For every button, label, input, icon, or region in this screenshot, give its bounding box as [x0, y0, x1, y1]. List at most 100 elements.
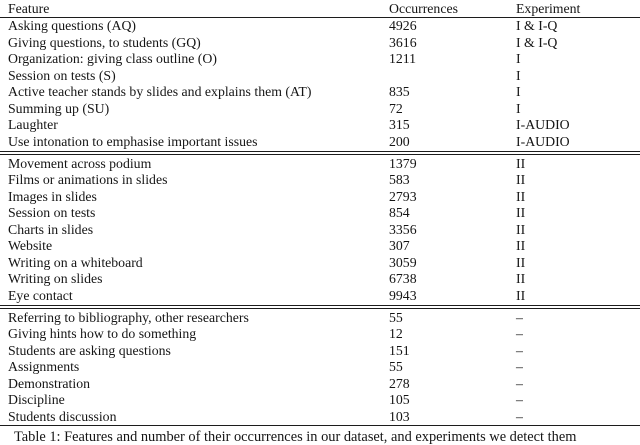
table-row: Charts in slides 3356 II [0, 222, 640, 239]
cell-experiment: I-AUDIO [516, 117, 570, 133]
cell-occurrences: 3356 [389, 221, 417, 237]
table-row: Images in slides 2793 II [0, 189, 640, 206]
cell-occurrences: 151 [389, 342, 410, 358]
table-row: Assignments 55 – [0, 359, 640, 376]
cell-feature: Films or animations in slides [8, 172, 168, 188]
cell-feature: Referring to bibliography, other researc… [8, 309, 249, 325]
cell-experiment: I & I-Q [516, 34, 558, 50]
cell-experiment: II [516, 287, 526, 303]
cell-experiment: I [516, 67, 521, 83]
cell-occurrences: 200 [389, 133, 410, 149]
table-row: Asking questions (AQ) 4926 I & I-Q [0, 18, 640, 35]
cell-experiment: II [516, 221, 526, 237]
table-row: Writing on slides 6738 II [0, 271, 640, 288]
table-row: Students discussion 103 – [0, 409, 640, 426]
table-row: Session on tests 854 II [0, 205, 640, 222]
table-row: Eye contact 9943 II [0, 288, 640, 305]
cell-occurrences: 55 [389, 359, 403, 375]
cell-feature: Charts in slides [8, 221, 94, 237]
cell-experiment: – [516, 326, 523, 342]
cell-experiment: – [516, 375, 523, 391]
cell-feature: Assignments [8, 359, 80, 375]
cell-experiment: I-AUDIO [516, 133, 570, 149]
column-header-experiment: Experiment [516, 1, 581, 16]
cell-experiment: I [516, 84, 521, 100]
cell-feature: Discipline [8, 392, 65, 408]
column-header-occurrences: Occurrences [389, 1, 458, 16]
table-row: Website 307 II [0, 238, 640, 255]
cell-feature: Giving questions, to students (GQ) [8, 34, 201, 50]
table-row: Giving questions, to students (GQ) 3616 I … [0, 35, 640, 52]
cell-feature: Laughter [8, 117, 58, 133]
cell-occurrences: 307 [389, 238, 410, 254]
table-bottom-rule [0, 425, 640, 427]
table-section-experiment-2: Movement across podium 1379 II Films or ani… [0, 156, 640, 305]
section-divider-rule [0, 150, 640, 155]
cell-occurrences: 1379 [389, 155, 417, 171]
table-row: Use intonation to emphasise important is… [0, 134, 640, 151]
cell-experiment: II [516, 172, 526, 188]
cell-occurrences: 9943 [389, 287, 417, 303]
cell-feature: Students are asking questions [8, 342, 171, 358]
cell-occurrences: 854 [389, 205, 410, 221]
cell-experiment: – [516, 359, 523, 375]
cell-feature: Eye contact [8, 287, 73, 303]
cell-feature: Active teacher stands by slides and expl… [8, 84, 312, 100]
cell-occurrences [389, 68, 516, 85]
cell-experiment: II [516, 254, 526, 270]
cell-experiment: I [516, 100, 521, 116]
cell-occurrences: 315 [389, 117, 410, 133]
cell-feature: Session on tests (S) [8, 67, 116, 83]
cell-occurrences: 2793 [389, 188, 417, 204]
cell-feature: Summing up (SU) [8, 100, 110, 116]
cell-experiment: – [516, 309, 523, 325]
cell-occurrences: 583 [389, 172, 410, 188]
cell-experiment: I & I-Q [516, 18, 558, 33]
features-table: Feature Occurrences Experiment Asking qu… [0, 0, 640, 427]
cell-feature: Movement across podium [8, 155, 152, 171]
cell-feature: Asking questions (AQ) [8, 18, 136, 33]
cell-feature: Use intonation to emphasise important is… [8, 133, 258, 149]
cell-occurrences: 835 [389, 84, 410, 100]
cell-occurrences: 55 [389, 309, 403, 325]
table-section-undetected: Referring to bibliography, other researc… [0, 310, 640, 426]
cell-experiment: I [516, 51, 521, 67]
cell-occurrences: 4926 [389, 18, 417, 33]
table-row: Session on tests (S) I [0, 68, 640, 85]
cell-occurrences: 3616 [389, 34, 417, 50]
cell-experiment: II [516, 271, 526, 287]
table-row: Students are asking questions 151 – [0, 343, 640, 360]
table-row: Referring to bibliography, other researc… [0, 310, 640, 327]
column-header-feature: Feature [8, 1, 50, 16]
table-row: Summing up (SU) 72 I [0, 101, 640, 118]
cell-feature: Images in slides [8, 188, 97, 204]
cell-feature: Students discussion [8, 408, 117, 424]
cell-experiment: II [516, 205, 526, 221]
cell-feature: Demonstration [8, 375, 90, 391]
cell-experiment: II [516, 188, 526, 204]
table-row: Organization: giving class outline (O) 12… [0, 51, 640, 68]
table-row: Giving hints how to do something 12 – [0, 326, 640, 343]
cell-occurrences: 3059 [389, 254, 417, 270]
table-row: Demonstration 278 – [0, 376, 640, 393]
cell-feature: Writing on slides [8, 271, 103, 287]
cell-occurrences: 12 [389, 326, 403, 342]
table-row: Discipline 105 – [0, 392, 640, 409]
cell-feature: Organization: giving class outline (O) [8, 51, 217, 67]
table-row: Laughter 315 I-AUDIO [0, 117, 640, 134]
cell-occurrences: 6738 [389, 271, 417, 287]
table-row: Movement across podium 1379 II [0, 156, 640, 173]
cell-experiment: – [516, 342, 523, 358]
table-row: Writing on a whiteboard 3059 II [0, 255, 640, 272]
header-rule [0, 17, 640, 18]
table-header-row: Feature Occurrences Experiment [0, 0, 640, 17]
cell-experiment: – [516, 392, 523, 408]
section-divider-rule [0, 304, 640, 310]
cell-occurrences: 103 [389, 408, 410, 424]
table-caption: Table 1: Features and number of their oc… [14, 428, 577, 445]
cell-occurrences: 105 [389, 392, 410, 408]
cell-feature: Giving hints how to do something [8, 326, 197, 342]
cell-experiment: II [516, 155, 526, 171]
cell-occurrences: 278 [389, 375, 410, 391]
